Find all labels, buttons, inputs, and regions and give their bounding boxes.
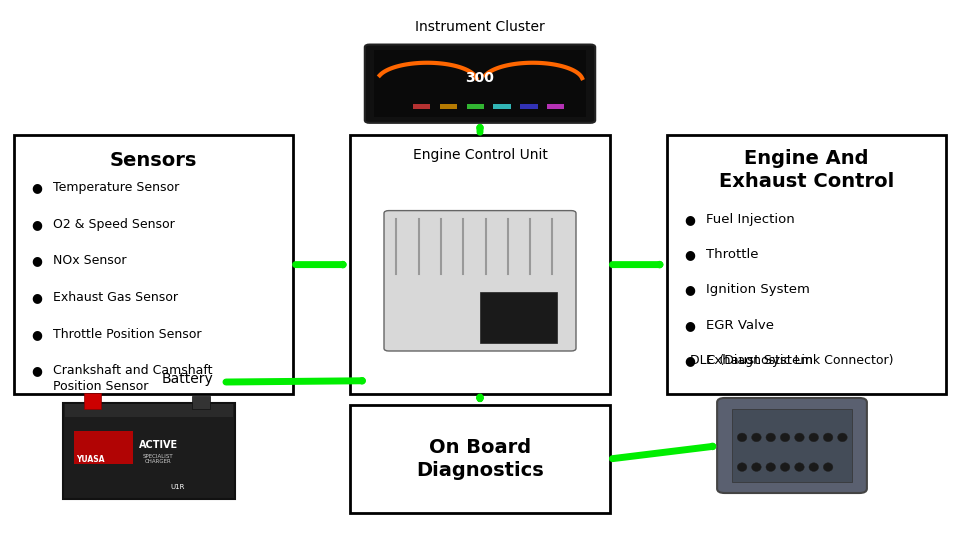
Bar [493,104,511,109]
Text: Exhaust Gas Sensor: Exhaust Gas Sensor [53,291,178,304]
Text: Ignition System: Ignition System [706,284,809,296]
Bar [467,104,484,109]
Text: U1R: U1R [171,484,184,490]
Text: Fuel Injection: Fuel Injection [706,213,794,226]
Text: Throttle Position Sensor: Throttle Position Sensor [53,328,202,341]
Text: ●: ● [32,218,42,231]
Ellipse shape [780,433,790,442]
Bar [520,104,538,109]
Bar [480,292,557,343]
Ellipse shape [838,433,848,442]
Text: ●: ● [684,354,695,367]
Text: ●: ● [32,328,42,341]
Text: ●: ● [32,364,42,377]
Ellipse shape [737,463,747,471]
Text: Crankshaft and Camshaft
Position Sensor: Crankshaft and Camshaft Position Sensor [53,364,212,393]
Text: ●: ● [32,254,42,267]
Ellipse shape [809,463,819,471]
Bar [75,431,133,464]
Bar [547,104,564,109]
Text: 300: 300 [466,71,494,85]
Text: ACTIVE: ACTIVE [139,441,178,450]
Ellipse shape [752,433,761,442]
Text: Throttle: Throttle [706,248,758,261]
Text: YUASA: YUASA [77,455,105,463]
Ellipse shape [780,463,790,471]
Bar [667,135,946,394]
Ellipse shape [752,463,761,471]
Bar [14,135,293,394]
Ellipse shape [766,433,776,442]
Bar [84,393,102,409]
Ellipse shape [809,433,819,442]
Text: Engine And
Exhaust Control: Engine And Exhaust Control [719,148,894,191]
FancyBboxPatch shape [732,409,852,482]
Text: ●: ● [32,291,42,304]
Text: ●: ● [684,319,695,332]
Bar [350,135,610,394]
Bar [440,104,457,109]
Text: NOx Sensor: NOx Sensor [53,254,127,267]
Text: Exhaust System: Exhaust System [706,354,813,367]
Text: EGR Valve: EGR Valve [706,319,774,332]
Text: ●: ● [684,284,695,296]
Text: Temperature Sensor: Temperature Sensor [53,181,180,194]
Ellipse shape [824,433,833,442]
Text: ●: ● [684,213,695,226]
FancyBboxPatch shape [384,211,576,351]
Text: ●: ● [32,181,42,194]
FancyBboxPatch shape [63,403,234,499]
Bar [374,50,586,117]
Ellipse shape [766,463,776,471]
Text: Instrument Cluster: Instrument Cluster [415,20,545,33]
Ellipse shape [795,463,804,471]
Bar [65,404,233,417]
Text: DLC (Diagnostic Link Connector): DLC (Diagnostic Link Connector) [690,354,894,367]
Text: Engine Control Unit: Engine Control Unit [413,148,547,163]
Text: SPECIALIST
CHARGER: SPECIALIST CHARGER [143,454,174,464]
Text: ●: ● [684,248,695,261]
Bar [350,405,610,513]
Bar [413,104,430,109]
FancyBboxPatch shape [365,45,595,123]
Ellipse shape [737,433,747,442]
Ellipse shape [824,463,833,471]
Bar [192,395,209,409]
Text: Battery: Battery [161,373,213,387]
FancyBboxPatch shape [717,398,867,493]
Text: Sensors: Sensors [109,151,198,170]
Text: O2 & Speed Sensor: O2 & Speed Sensor [53,218,175,231]
Ellipse shape [795,433,804,442]
Text: On Board
Diagnostics: On Board Diagnostics [416,438,544,480]
